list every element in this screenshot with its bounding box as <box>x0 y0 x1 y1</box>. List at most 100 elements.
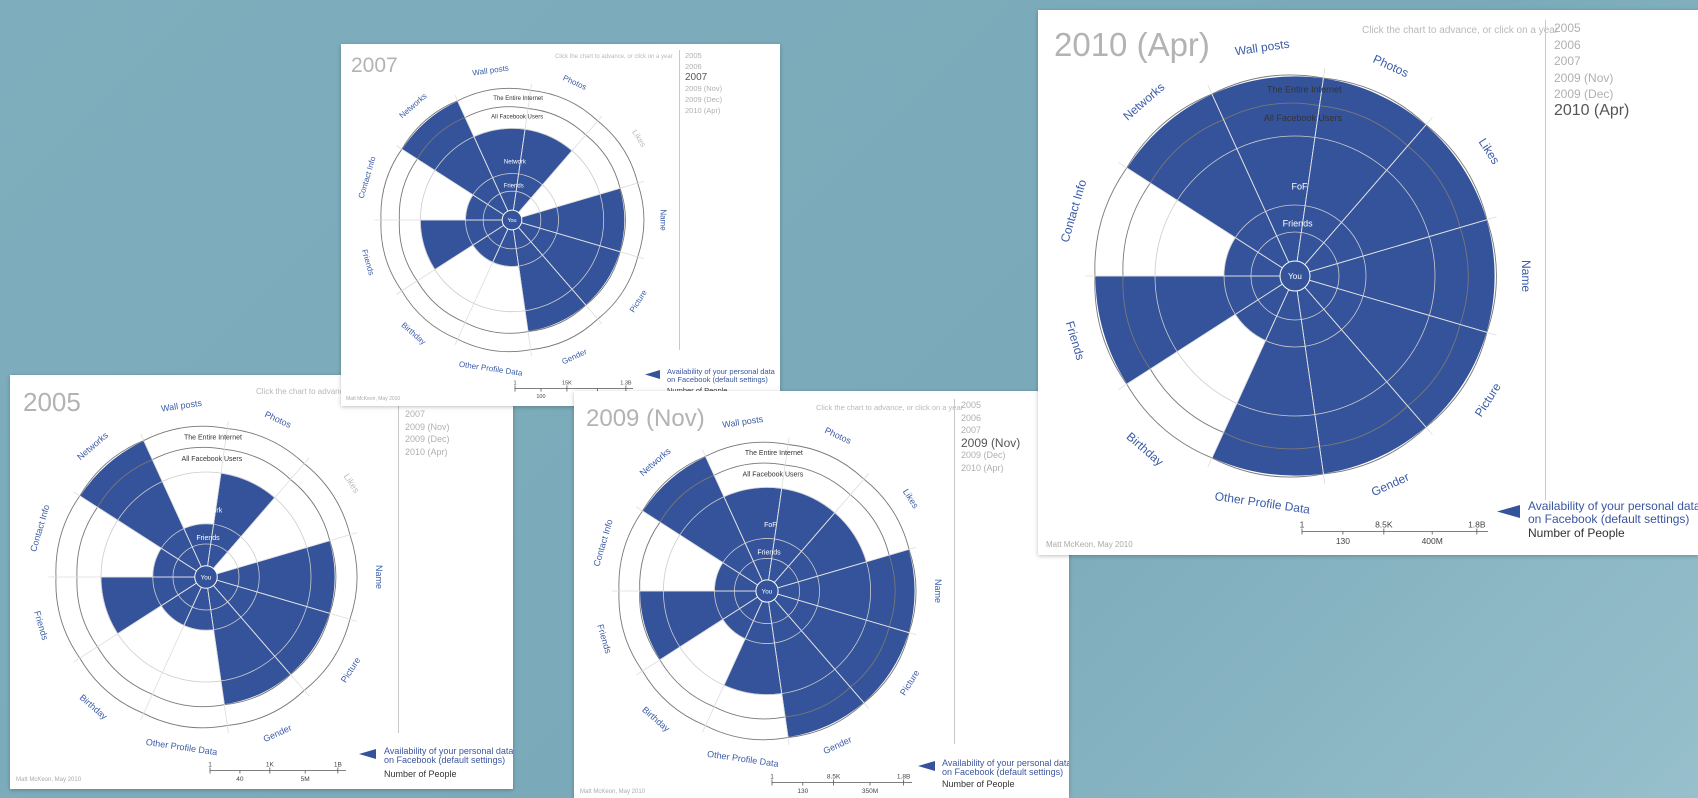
category-label-photos[interactable]: Photos <box>823 425 853 446</box>
category-label-picture[interactable]: Picture <box>898 668 922 697</box>
category-label-likes[interactable]: Likes <box>1476 136 1503 167</box>
outline-all-users <box>527 304 587 332</box>
outline-internet <box>1425 124 1488 220</box>
polar-area-chart[interactable]: You Friends Network All Facebook Users The E… <box>10 375 513 789</box>
sector-divider <box>521 180 645 218</box>
category-label-contact-info[interactable]: Contact Info <box>1058 178 1090 244</box>
category-label-wall-posts[interactable]: Wall posts <box>472 63 510 77</box>
outline-internet <box>908 549 917 633</box>
outline-internet <box>530 89 599 122</box>
ring-label-network: Network <box>504 159 527 165</box>
category-label-friends[interactable]: Friends <box>1063 319 1088 361</box>
category-label-birthday[interactable]: Birthday <box>640 705 672 735</box>
year-link-2010-apr[interactable]: 2010 (Apr) <box>405 446 448 457</box>
year-link-2009-nov[interactable]: 2009 (Nov) <box>1554 70 1614 85</box>
scale-top-label: 1.8B <box>897 774 910 781</box>
year-link-2006[interactable]: 2006 <box>961 412 982 423</box>
outline-internet <box>863 632 910 704</box>
category-label-gender[interactable]: Gender <box>822 734 853 756</box>
panel-2007[interactable]: 2007 Click the chart to advance, or clic… <box>341 44 780 406</box>
category-label-contact-info[interactable]: Contact Info <box>28 504 51 553</box>
category-label-likes[interactable]: Likes <box>342 472 362 496</box>
credit-text: Matt McKeon, May 2010 <box>16 777 82 783</box>
year-link-2009-dec[interactable]: 2009 (Dec) <box>405 434 450 444</box>
year-link-2010-apr[interactable]: 2010 (Apr) <box>1554 101 1630 119</box>
year-link-2009-dec[interactable]: 2009 (Dec) <box>961 450 1006 460</box>
year-link-2005[interactable]: 2005 <box>685 51 702 60</box>
panel-2009-nov[interactable]: 2009 (Nov) Click the chart to advance, o… <box>574 391 1069 798</box>
category-label-picture[interactable]: Picture <box>1472 380 1504 419</box>
year-link-2007[interactable]: 2007 <box>405 409 426 419</box>
category-label-gender[interactable]: Gender <box>1369 470 1411 499</box>
category-label-wall-posts[interactable]: Wall posts <box>160 398 203 414</box>
year-link-2009-dec[interactable]: 2009 (Dec) <box>685 95 723 104</box>
category-label-picture[interactable]: Picture <box>628 288 649 314</box>
category-label-networks[interactable]: Networks <box>1120 80 1167 123</box>
category-label-contact-info[interactable]: Contact Info <box>357 155 378 199</box>
year-link-2005[interactable]: 2005 <box>1554 21 1581 35</box>
year-link-2009-nov[interactable]: 2009 (Nov) <box>685 84 723 93</box>
category-label-gender[interactable]: Gender <box>262 723 293 745</box>
category-label-friends[interactable]: Friends <box>360 248 376 276</box>
category-label-friends[interactable]: Friends <box>595 623 613 655</box>
ring-label-the-entire-internet: The Entire Internet <box>745 450 803 457</box>
category-label-wall-posts[interactable]: Wall posts <box>722 414 765 430</box>
year-link-2007[interactable]: 2007 <box>961 425 982 435</box>
category-label-likes[interactable]: Likes <box>901 487 921 511</box>
credit-text: Matt McKeon, May 2010 <box>580 789 646 795</box>
panel-2010-apr[interactable]: 2010 (Apr) Click the chart to advance, o… <box>1038 10 1698 555</box>
category-label-networks[interactable]: Networks <box>638 446 673 478</box>
year-link-2010-apr[interactable]: 2010 (Apr) <box>961 462 1004 473</box>
outline-internet <box>1323 77 1427 126</box>
ring-label-you: You <box>1288 272 1302 281</box>
category-label-other-profile-data[interactable]: Other Profile Data <box>458 360 523 378</box>
category-label-name[interactable]: Name <box>1519 260 1533 292</box>
scale-title: Number of People <box>942 779 1015 789</box>
category-label-birthday[interactable]: Birthday <box>1124 429 1166 468</box>
year-link-2009-nov[interactable]: 2009 (Nov) <box>405 421 450 432</box>
category-label-friends[interactable]: Friends <box>32 610 50 642</box>
year-link-2006[interactable]: 2006 <box>1554 37 1581 52</box>
category-label-name[interactable]: Name <box>658 209 667 231</box>
category-label-other-profile-data[interactable]: Other Profile Data <box>145 737 218 757</box>
category-label-photos[interactable]: Photos <box>562 73 588 92</box>
category-label-other-profile-data[interactable]: Other Profile Data <box>1214 489 1311 517</box>
outline-all-users <box>224 448 291 480</box>
sector-divider <box>213 585 310 697</box>
category-label-likes[interactable]: Likes <box>630 128 648 149</box>
category-label-picture[interactable]: Picture <box>339 655 363 684</box>
year-link-2005[interactable]: 2005 <box>961 400 982 410</box>
outline-internet <box>1211 457 1324 478</box>
year-link-2009-nov[interactable]: 2009 (Nov) <box>961 435 1021 450</box>
outline-all-users <box>290 479 331 541</box>
category-label-name[interactable]: Name <box>374 565 384 589</box>
sector-divider <box>216 579 358 622</box>
year-link-2009-dec[interactable]: 2009 (Dec) <box>1554 87 1614 101</box>
category-label-wall-posts[interactable]: Wall posts <box>1234 37 1290 59</box>
polar-area-chart[interactable]: You Friends FoF All Facebook Users The Entir… <box>1038 10 1698 555</box>
category-label-name[interactable]: Name <box>933 579 943 603</box>
outline-internet <box>642 670 706 727</box>
category-label-photos[interactable]: Photos <box>263 409 293 430</box>
category-label-networks[interactable]: Networks <box>75 430 110 462</box>
category-label-contact-info[interactable]: Contact Info <box>591 518 614 567</box>
panel-2005[interactable]: 2005 Click the chart to advance, or clic… <box>10 375 513 789</box>
category-label-gender[interactable]: Gender <box>560 347 588 366</box>
polar-area-chart[interactable]: You Friends FoF All Facebook Users The Entir… <box>574 391 1069 798</box>
category-label-birthday[interactable]: Birthday <box>78 692 110 722</box>
polar-area-chart[interactable]: You Friends Network All Facebook Users The E… <box>341 44 780 406</box>
outline-all-users <box>97 459 153 508</box>
category-label-photos[interactable]: Photos <box>1371 52 1411 80</box>
category-label-networks[interactable]: Networks <box>397 91 428 120</box>
outline-all-users <box>152 446 225 461</box>
year-link-2007[interactable]: 2007 <box>685 72 708 83</box>
credit-text: Matt McKeon, May 2010 <box>346 396 401 402</box>
ring-label-you: You <box>201 574 212 581</box>
year-link-2010-apr[interactable]: 2010 (Apr) <box>685 106 721 115</box>
category-label-other-profile-data[interactable]: Other Profile Data <box>707 749 780 769</box>
category-label-birthday[interactable]: Birthday <box>400 321 428 347</box>
year-link-2006[interactable]: 2006 <box>685 62 702 71</box>
year-link-2007[interactable]: 2007 <box>1554 54 1581 68</box>
ring-label-fof: FoF <box>1291 182 1308 192</box>
legend-line-2: on Facebook (default settings) <box>942 767 1064 778</box>
